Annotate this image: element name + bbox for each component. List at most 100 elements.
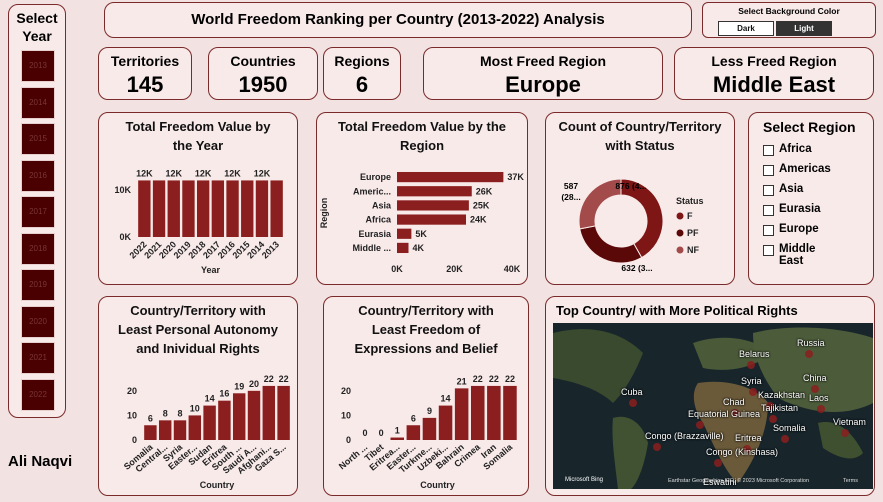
map-dot bbox=[781, 435, 789, 443]
data-label: 37K bbox=[507, 172, 524, 182]
chart: 0K 20K 40K Europe 37K Americ... 26K Asia 25K Afri… bbox=[319, 171, 524, 274]
chart-panel: Total Freedom Value by the Region 0K 20K 40… bbox=[316, 112, 528, 285]
chart: F PF NF Status bbox=[578, 178, 704, 264]
data-label: 12K bbox=[254, 168, 271, 178]
bar bbox=[397, 228, 412, 239]
year-button[interactable]: 2021 bbox=[21, 342, 55, 374]
place-label: China bbox=[803, 373, 827, 383]
place-label: Equatorial Guinea bbox=[688, 409, 761, 419]
bar bbox=[397, 200, 469, 211]
year-button[interactable]: 2020 bbox=[21, 305, 55, 338]
year-button[interactable]: 2014 bbox=[21, 86, 55, 119]
data-label: 587 (28... bbox=[561, 181, 581, 202]
map-dot bbox=[805, 350, 813, 358]
map-dot bbox=[696, 421, 704, 429]
year-button[interactable]: 2013 bbox=[21, 50, 55, 82]
bar bbox=[196, 180, 210, 237]
checkbox[interactable] bbox=[763, 245, 774, 256]
slicer-title: Select Year bbox=[16, 10, 58, 44]
place-label: Kazakhstan bbox=[758, 390, 806, 400]
checkbox[interactable] bbox=[763, 165, 774, 176]
chart-panel: Count of Country/Territory with Status F P… bbox=[545, 112, 735, 285]
kpi-card: Territories 145 bbox=[98, 47, 192, 100]
map[interactable]: Belarus Russia Syria China Cuba Kazakhstan Cha… bbox=[553, 323, 873, 489]
place-label: Congo (Brazzaville) bbox=[645, 431, 724, 441]
kpi-value: 1950 bbox=[238, 72, 288, 97]
year-button[interactable]: 2017 bbox=[21, 196, 55, 228]
bar bbox=[487, 385, 501, 440]
toggle-label: Select Background Color bbox=[738, 6, 840, 16]
legend-entry: NF bbox=[687, 245, 699, 255]
place-label: Tajikistan bbox=[761, 403, 799, 413]
checkbox[interactable] bbox=[763, 205, 774, 216]
data-label: 8 bbox=[163, 408, 168, 418]
kpi-label: Regions bbox=[334, 53, 390, 69]
toggle-button[interactable]: Light bbox=[776, 21, 832, 36]
bg-toggle: Select Background Color Dark Light bbox=[702, 2, 876, 38]
bar bbox=[397, 186, 472, 197]
bar bbox=[438, 405, 453, 440]
kpi-card: Less Freed Region Middle East bbox=[674, 47, 874, 100]
slicer-title: Select Region bbox=[763, 119, 856, 135]
data-label: 0 bbox=[363, 428, 368, 438]
year-button[interactable]: 2015 bbox=[21, 123, 55, 155]
data-label: 16 bbox=[219, 389, 229, 399]
year-button[interactable]: 2018 bbox=[21, 232, 55, 265]
year-label: 2015 bbox=[29, 134, 47, 143]
year-label: 2017 bbox=[29, 207, 47, 216]
data-label: 1 bbox=[395, 426, 400, 436]
data-label: 9 bbox=[427, 406, 432, 416]
map-dot bbox=[766, 402, 774, 410]
toggle-button[interactable]: Dark bbox=[718, 21, 774, 36]
map-dot bbox=[629, 399, 637, 407]
chart: 0K10K12K2022202112K2020201912K2018201712… bbox=[114, 168, 283, 275]
kpi-label: Countries bbox=[230, 53, 296, 69]
checkbox[interactable] bbox=[763, 225, 774, 236]
map-dot bbox=[714, 459, 722, 467]
map-dot bbox=[743, 445, 751, 453]
chart-title: Country/Territory with Least Freedom of … bbox=[354, 303, 498, 356]
y-tick-label: Americ... bbox=[353, 186, 391, 196]
kpi-card: Regions 6 bbox=[323, 47, 401, 100]
data-label: 4K bbox=[413, 243, 425, 253]
checkbox[interactable] bbox=[763, 145, 774, 156]
region-option: Europe bbox=[779, 223, 819, 235]
year-slicer: Select Year 2013 2014 2015 2016 2017 2018 2019… bbox=[8, 4, 66, 418]
year-button[interactable]: 2016 bbox=[21, 159, 55, 192]
region-slicer: Select Region Africa Americas Asia Eurasia E… bbox=[748, 112, 874, 285]
place-label: Belarus bbox=[739, 349, 770, 359]
x-tick-label: 20K bbox=[446, 264, 463, 274]
year-label: 2019 bbox=[29, 280, 47, 289]
checkbox[interactable] bbox=[763, 185, 774, 196]
kpi-value: Middle East bbox=[712, 72, 836, 97]
data-label: 21 bbox=[457, 376, 467, 386]
map-terms[interactable]: Terms bbox=[843, 478, 858, 484]
x-axis-label: Country bbox=[200, 480, 235, 490]
legend-title: Status bbox=[676, 196, 704, 206]
author: Ali Naqvi bbox=[8, 453, 73, 470]
data-label: 26K bbox=[476, 186, 493, 196]
x-axis-label: Year bbox=[201, 265, 221, 275]
region-option: Eurasia bbox=[779, 203, 821, 215]
year-label: 2013 bbox=[29, 61, 47, 70]
kpi-label: Territories bbox=[110, 53, 180, 69]
place-label: Eswatini bbox=[703, 477, 737, 487]
map-dot bbox=[747, 361, 755, 369]
year-button[interactable]: 2022 bbox=[21, 378, 55, 411]
y-tick-label: Eurasia bbox=[358, 229, 392, 239]
data-label: 24K bbox=[470, 215, 487, 225]
x-axis-label: Country bbox=[420, 480, 455, 490]
year-button[interactable]: 2019 bbox=[21, 269, 55, 301]
y-axis-label: Region bbox=[319, 198, 329, 229]
data-label: 6 bbox=[148, 413, 153, 423]
year-label: 2021 bbox=[29, 353, 47, 362]
data-label: 20 bbox=[249, 379, 259, 389]
donut-slice bbox=[578, 178, 622, 230]
year-label: 2022 bbox=[29, 389, 47, 399]
bar bbox=[167, 180, 180, 237]
data-label: 14 bbox=[441, 394, 451, 404]
bar bbox=[211, 180, 225, 237]
bar bbox=[406, 425, 421, 440]
toggle-option: Dark bbox=[737, 24, 755, 33]
